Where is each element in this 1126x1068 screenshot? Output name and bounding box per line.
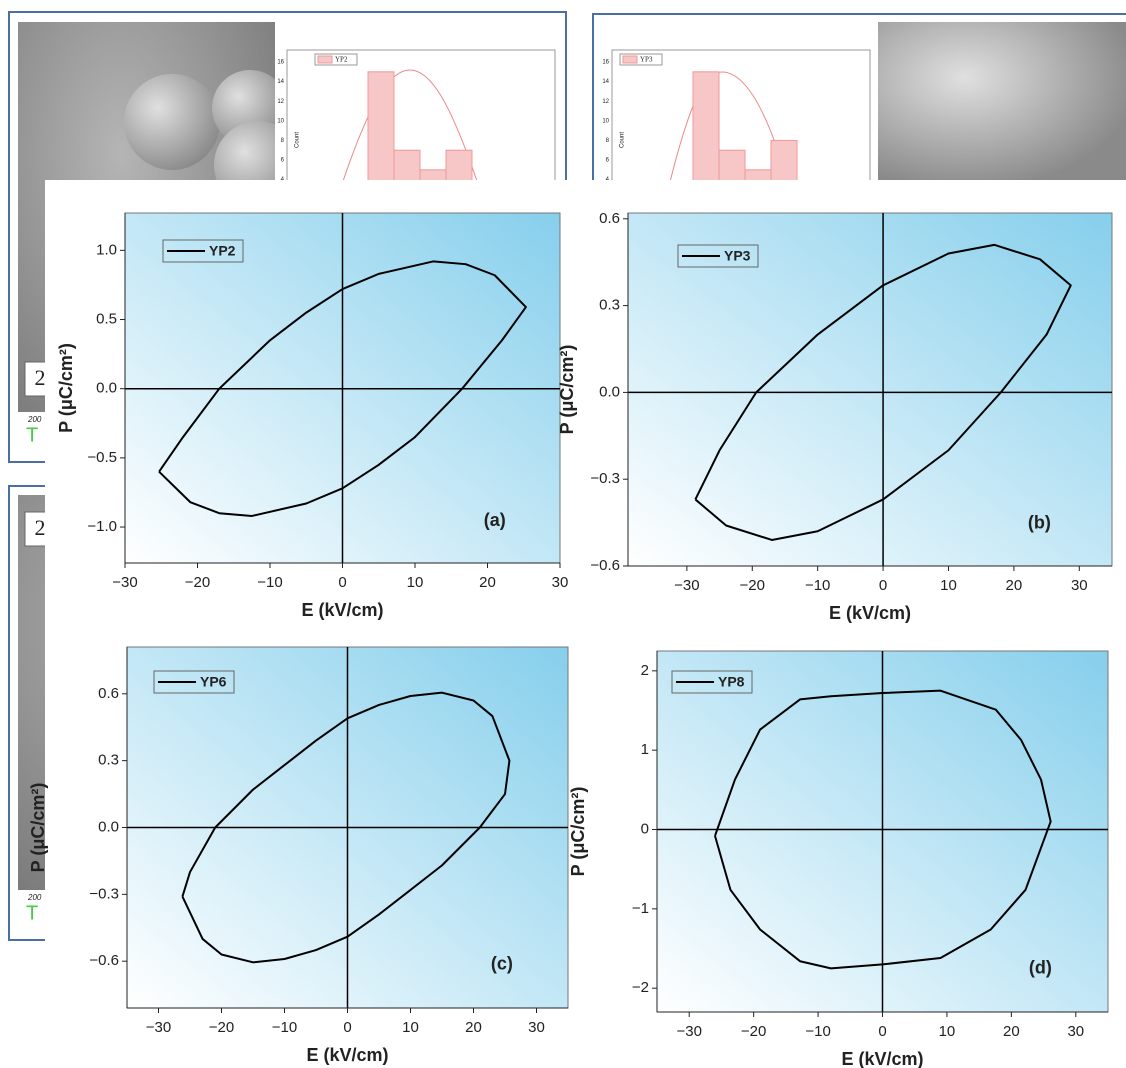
y-tick-label: 0.0 — [599, 383, 620, 400]
x-tick-label: −30 — [674, 577, 699, 594]
x-tick-label: 0 — [879, 577, 887, 594]
y-tick-label: 2 — [641, 662, 649, 679]
panel-label: (a) — [484, 510, 506, 530]
x-tick-label: 10 — [402, 1019, 419, 1036]
sem-label: T — [26, 424, 38, 446]
x-tick-label: −10 — [257, 574, 282, 591]
y-tick-label: 1.0 — [96, 241, 117, 258]
panel-label: (b) — [1028, 512, 1051, 532]
x-axis-label: E (kV/cm) — [301, 600, 383, 620]
y-tick-label: −0.6 — [89, 952, 119, 969]
sem-label: 2 — [35, 515, 46, 540]
x-tick-label: −20 — [209, 1019, 234, 1036]
hist-legend-swatch — [623, 56, 637, 63]
hist-tick-label: 12 — [277, 99, 284, 105]
y-tick-label: 0.0 — [98, 818, 119, 835]
hist-tick-label: 16 — [602, 60, 609, 66]
x-tick-label: −10 — [805, 577, 830, 594]
x-tick-label: 10 — [940, 577, 957, 594]
x-tick-label: 0 — [338, 574, 346, 591]
sem-label: 2 — [35, 365, 46, 390]
sem-particle — [124, 74, 220, 170]
y-tick-label: −0.5 — [87, 449, 117, 466]
hist-tick-label: 12 — [602, 99, 609, 105]
y-axis-label: P (μC/cm²) — [568, 787, 588, 877]
x-tick-label: 30 — [528, 1019, 545, 1036]
y-tick-label: −0.3 — [89, 885, 119, 902]
y-tick-label: −1.0 — [87, 518, 117, 535]
y-axis-label: P (μC/cm²) — [56, 343, 76, 433]
x-tick-label: −10 — [805, 1023, 830, 1040]
hist-y-label: Count — [295, 132, 301, 148]
page: 2 200 T 2 200 T 46810121416YP2Count46810… — [0, 0, 1126, 1068]
x-tick-label: 30 — [1067, 1023, 1084, 1040]
hist-y-label: Count — [620, 132, 626, 148]
sem-label: 200 — [27, 415, 42, 424]
x-tick-label: 10 — [407, 574, 424, 591]
x-tick-label: 0 — [878, 1023, 886, 1040]
x-tick-label: −20 — [740, 577, 765, 594]
x-tick-label: 20 — [479, 574, 496, 591]
x-tick-label: −20 — [741, 1023, 766, 1040]
y-tick-label: −0.6 — [590, 557, 620, 574]
x-tick-label: 20 — [1006, 577, 1023, 594]
hist-legend-swatch — [318, 56, 332, 63]
x-tick-label: 20 — [1003, 1023, 1020, 1040]
y-tick-label: 0.0 — [96, 380, 117, 397]
x-tick-label: 30 — [552, 574, 569, 591]
x-tick-label: −10 — [272, 1019, 297, 1036]
y-tick-label: 0.3 — [98, 752, 119, 769]
hist-tick-label: 10 — [602, 118, 609, 124]
x-tick-label: 10 — [939, 1023, 956, 1040]
y-tick-label: 0.3 — [599, 297, 620, 314]
panel-label: (c) — [491, 953, 513, 973]
sem-label: T — [26, 902, 38, 924]
y-tick-label: 0.5 — [96, 310, 117, 327]
hist-tick-label: 10 — [277, 118, 284, 124]
hist-tick-label: 16 — [277, 60, 284, 66]
x-tick-label: −20 — [185, 574, 210, 591]
x-tick-label: 0 — [343, 1019, 351, 1036]
chart: −30 −20 −10 0 10 20 30 −1.0 −0.5 0.0 0.5 1.0 E (kV/c… — [56, 213, 569, 620]
hist-legend-label: YP2 — [335, 56, 348, 64]
y-axis-label: P (μC/cm²) — [28, 783, 48, 873]
y-tick-label: −2 — [632, 979, 649, 996]
legend-label: YP2 — [209, 243, 236, 259]
y-tick-label: 0 — [641, 820, 649, 837]
hist-legend-label: YP3 — [640, 56, 653, 64]
y-tick-label: −1 — [632, 900, 649, 917]
x-tick-label: −30 — [112, 574, 137, 591]
legend-label: YP3 — [724, 248, 751, 264]
y-tick-label: 0.6 — [98, 685, 119, 702]
legend-label: YP6 — [200, 674, 227, 690]
x-axis-label: E (kV/cm) — [841, 1049, 923, 1068]
x-tick-label: 20 — [465, 1019, 482, 1036]
sem-label: 200 — [27, 893, 42, 902]
y-tick-label: 0.6 — [599, 210, 620, 227]
y-tick-label: −0.3 — [590, 470, 620, 487]
x-tick-label: −30 — [146, 1019, 171, 1036]
panel-label: (d) — [1029, 957, 1052, 977]
x-axis-label: E (kV/cm) — [306, 1045, 388, 1065]
x-tick-label: −30 — [676, 1023, 701, 1040]
x-tick-label: 30 — [1071, 577, 1088, 594]
y-tick-label: 1 — [641, 741, 649, 758]
y-axis-label: P (μC/cm²) — [557, 345, 577, 435]
x-axis-label: E (kV/cm) — [829, 603, 911, 623]
chart: −30 −20 −10 0 10 20 30 −0.6 −0.3 0.0 0.3 0.6 E (kV/c… — [557, 210, 1112, 623]
hist-tick-label: 14 — [277, 79, 284, 85]
legend-label: YP8 — [718, 674, 745, 690]
figure: 2 200 T 2 200 T 46810121416YP2Count46810… — [0, 0, 1126, 1068]
hist-tick-label: 14 — [602, 79, 609, 85]
sem-image — [878, 22, 1126, 182]
